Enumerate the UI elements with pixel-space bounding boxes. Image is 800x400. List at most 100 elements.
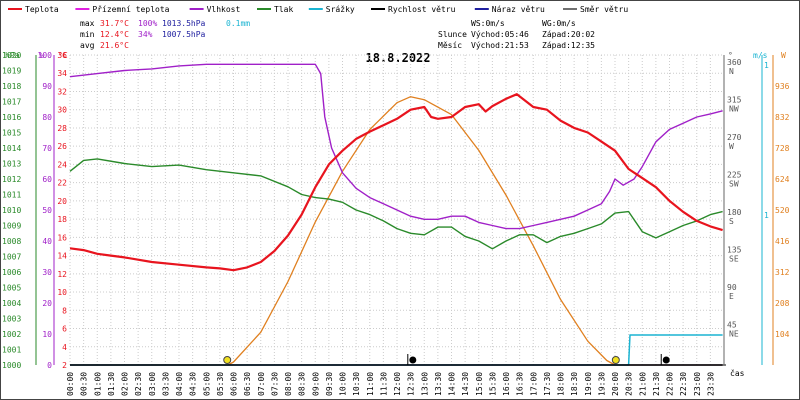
tick-time: 17:00	[529, 372, 538, 396]
tick-hpa: 1018	[2, 82, 21, 91]
tick-dir-label: E	[729, 292, 734, 301]
tick-dir-deg: 45	[727, 321, 737, 330]
legend-label-6: Náraz větru	[492, 5, 545, 14]
tick-c: 6	[62, 325, 67, 334]
astro-markers	[223, 354, 670, 365]
series-temperature-line	[69, 93, 723, 272]
tick-time: 08:00	[284, 372, 293, 396]
tick-time: 05:30	[216, 372, 225, 396]
tick-dir-deg: 315	[727, 96, 742, 105]
tick-time: 01:00	[93, 372, 102, 396]
tick-w: 208	[775, 299, 790, 308]
axis-unit-w: W	[781, 51, 786, 60]
stats-max-hum: 100%	[138, 19, 157, 28]
tick-time: 09:30	[325, 372, 334, 396]
tick-pct: 0	[47, 361, 52, 370]
tick-dir-label: SW	[729, 180, 739, 189]
axis-ticks: 3634323028262422201816141210864210201019…	[2, 51, 790, 396]
tick-dir-deg: 225	[727, 171, 742, 180]
tick-time: 15:30	[488, 372, 497, 396]
tick-time: 21:00	[638, 372, 647, 396]
tick-dir-label: NW	[729, 105, 739, 114]
legend-label-2: Vlhkost	[207, 5, 241, 14]
tick-hpa: 1009	[2, 222, 21, 231]
tick-w: 312	[775, 268, 790, 277]
stats-min-press: 1007.5hPa	[162, 30, 206, 39]
tick-dir-label: NE	[729, 330, 739, 339]
tick-c: 28	[57, 124, 67, 133]
tick-time: 22:00	[666, 372, 675, 396]
tick-time: 05:00	[202, 372, 211, 396]
tick-time: 12:30	[407, 372, 416, 396]
stats-max-rain: 0.1mm	[226, 19, 250, 28]
axis-unit-hpa: hPa	[5, 51, 20, 60]
tick-c: 32	[57, 87, 67, 96]
tick-time: 03:00	[148, 372, 157, 396]
tick-time: 03:30	[161, 372, 170, 396]
axis-unit-pct: %	[39, 51, 44, 60]
tick-time: 18:30	[570, 372, 579, 396]
tick-hpa: 1005	[2, 284, 21, 293]
tick-dir-deg: 360	[727, 58, 742, 67]
tick-hpa: 1012	[2, 175, 21, 184]
tick-hpa: 1013	[2, 160, 21, 169]
tick-w: 936	[775, 82, 790, 91]
sun-marker-1	[611, 356, 620, 364]
tick-dir-label: N	[729, 67, 734, 76]
tick-dir-label: W	[729, 142, 734, 151]
tick-time: 06:00	[230, 372, 239, 396]
sun-marker-0	[223, 356, 232, 364]
tick-time: 23:30	[706, 372, 715, 396]
stats-min-temp: 12.4°C	[100, 30, 129, 39]
tick-time: 04:00	[175, 372, 184, 396]
tick-w: 832	[775, 113, 790, 122]
chart-grid	[69, 54, 726, 366]
tick-pct: 90	[42, 82, 52, 91]
tick-hpa: 1015	[2, 129, 21, 138]
axis-unit-deg: °	[728, 51, 733, 60]
tick-time: 14:30	[461, 372, 470, 396]
tick-time: 10:30	[352, 372, 361, 396]
legend-label-4: Srážky	[326, 5, 355, 14]
tick-pct: 50	[42, 206, 52, 215]
tick-hpa: 1006	[2, 268, 21, 277]
tick-c: 16	[57, 233, 67, 242]
tick-c: 4	[62, 343, 67, 352]
legend-label-3: Tlak	[274, 5, 293, 14]
tick-time: 07:00	[257, 372, 266, 396]
chart-legend: Teplota Přízemní teplota Vlhkost Tlak Srážky…	[8, 5, 628, 14]
tick-c: 14	[57, 252, 67, 261]
tick-c: 10	[57, 288, 67, 297]
tick-time: 07:30	[270, 372, 279, 396]
stats-max-press: 1013.5hPa	[162, 19, 206, 28]
tick-c: 2	[62, 361, 67, 370]
tick-pct: 30	[42, 268, 52, 277]
tick-time: 19:30	[597, 372, 606, 396]
chart-series	[69, 63, 723, 366]
tick-time: 02:30	[134, 372, 143, 396]
tick-time: 22:30	[679, 372, 688, 396]
tick-pct: 100	[38, 51, 53, 60]
tick-time: 13:30	[434, 372, 443, 396]
tick-dir-deg: 270	[727, 133, 742, 142]
stats-min-hum: 34%	[138, 30, 153, 39]
stats-block: max 31.7°C 100% 1013.5hPa 0.1mm min 12.4…	[80, 19, 250, 50]
tick-c: 22	[57, 179, 67, 188]
astro-info: WS:0m/s WG:0m/s Slunce Východ:05:46 Zápa…	[438, 19, 595, 50]
info-ws: WS:0m/s	[471, 19, 505, 28]
tick-time: 10:00	[339, 372, 348, 396]
tick-pct: 60	[42, 175, 52, 184]
tick-time: 08:30	[298, 372, 307, 396]
info-moonrise: Východ:21:53	[471, 41, 529, 50]
tick-c: 20	[57, 197, 67, 206]
tick-dir-deg: 135	[727, 246, 742, 255]
tick-c: 24	[57, 160, 67, 169]
stats-max-label: max	[80, 19, 95, 28]
info-wg: WG:0m/s	[542, 19, 576, 28]
tick-time: 00:00	[66, 372, 75, 396]
tick-hpa: 1007	[2, 253, 21, 262]
tick-time: 02:00	[121, 372, 130, 396]
stats-avg-label: avg	[80, 41, 95, 50]
